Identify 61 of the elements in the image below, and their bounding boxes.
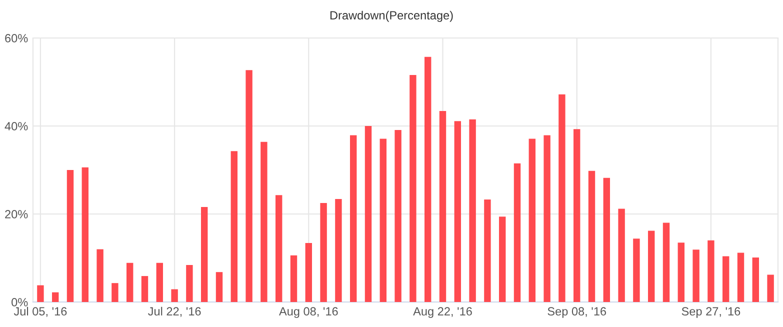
bar <box>171 289 178 302</box>
bar <box>335 199 342 302</box>
bar <box>588 170 596 302</box>
bar <box>364 126 372 302</box>
bar <box>260 142 268 302</box>
bar <box>558 94 566 302</box>
bar <box>37 285 44 302</box>
bar <box>112 283 118 302</box>
bar <box>469 119 476 302</box>
bar <box>350 135 357 302</box>
bar <box>573 129 580 302</box>
x-tick-label: Aug 08, '16 <box>278 307 338 318</box>
bar <box>767 274 774 302</box>
bar <box>662 222 670 302</box>
bar <box>275 195 282 302</box>
bar <box>752 258 759 302</box>
x-tick-label: Sep 27, '16 <box>682 307 740 318</box>
bar <box>126 262 134 302</box>
bar <box>410 74 416 302</box>
bar <box>603 178 610 302</box>
bar <box>498 216 506 302</box>
bar <box>82 167 88 302</box>
bar <box>618 208 625 302</box>
bar <box>648 230 655 302</box>
bar <box>528 138 536 302</box>
bar <box>424 56 432 302</box>
bar <box>722 256 730 302</box>
bar <box>305 243 312 302</box>
y-tick-label: 40% <box>4 122 28 130</box>
bar <box>737 252 744 302</box>
bar <box>633 238 640 302</box>
y-tick-label: 20% <box>5 210 28 218</box>
bar <box>320 203 327 302</box>
bar <box>544 135 550 302</box>
bar <box>678 242 684 302</box>
bar <box>484 199 491 302</box>
x-tick-label: Jul 05, '16 <box>14 306 67 317</box>
bar <box>246 70 252 302</box>
bar <box>692 250 700 302</box>
bar <box>66 170 74 302</box>
chart-title: Drawdown(Percentage) <box>330 10 453 22</box>
bar <box>394 130 402 302</box>
bar <box>186 265 193 302</box>
bar <box>216 272 223 302</box>
x-tick-label: Aug 22, '16 <box>413 307 472 318</box>
bar <box>156 262 163 302</box>
x-tick-label: Sep 08, '16 <box>548 307 606 318</box>
bar <box>708 240 714 302</box>
bar <box>514 163 521 302</box>
y-tick-label: 0% <box>12 298 28 306</box>
bar <box>96 249 104 302</box>
bar <box>454 121 461 302</box>
bar <box>439 111 446 302</box>
y-tick-label: 60% <box>5 34 28 42</box>
bar <box>290 255 298 302</box>
bar <box>230 151 238 302</box>
bar <box>380 138 386 302</box>
bar <box>52 292 59 302</box>
bar <box>200 206 208 302</box>
x-tick-label: Jul 22, '16 <box>148 306 201 317</box>
bar <box>141 276 148 302</box>
